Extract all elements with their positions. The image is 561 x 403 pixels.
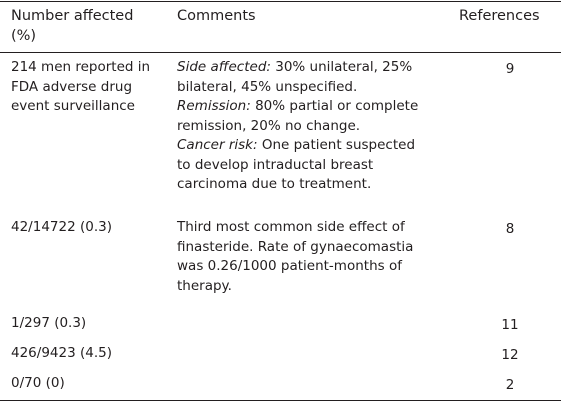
table-row-3-number-affected: 1/297 (0.3) [11,314,171,334]
table-top-rule [0,1,561,2]
table-row-5-number-affected: 0/70 (0) [11,374,171,394]
cancer-risk-text-3: carcinoma due to treatment. [177,176,372,192]
row-2-comment-line-3: was 0.26/1000 patient-months of [177,258,402,274]
row-2-comment-line-2: finasteride. Rate of gynaecomastia [177,238,414,255]
row-1-remission-line-1: Remission: 80% partial or complete [177,97,467,117]
row-2-number-line-1: 42/14722 (0.3) [11,219,112,235]
row-1-number-line-1: 214 men reported in [11,59,151,75]
header-comments: Comments [177,8,256,24]
table-row-1-number-affected: 214 men reported in FDA adverse drug eve… [11,58,171,117]
row-5-number-line-1: 0/70 (0) [11,375,65,391]
row-1-number-line-2: FDA adverse drug [11,78,133,95]
table-row-2-reference: 8 [505,221,515,237]
row-2-comment-line-4: therapy. [177,277,232,294]
remission-label: Remission: [177,98,251,114]
header-number-affected: Number affected (%) [11,6,171,46]
table-row-3-reference: 11 [501,317,519,333]
row-1-number-line-3: event surveillance [11,98,135,114]
row-1-side-line-1: Side affected: 30% unilateral, 25% [177,58,467,78]
header-number-affected-line-2: (%) [11,28,37,44]
header-number-affected-line-1: Number affected [11,8,134,24]
row-4-number-line-1: 426/9423 (4.5) [11,345,112,361]
side-affected-text-1: 30% unilateral, 25% [270,59,413,75]
table-row-2-comments: Third most common side effect of finaste… [177,218,467,296]
remission-text-1: 80% partial or complete [250,98,419,114]
cancer-risk-text-2: to develop intraductal breast [177,156,374,173]
cancer-risk-text-1: One patient suspected [257,137,416,153]
table-row-1-comments: Side affected: 30% unilateral, 25% bilat… [177,58,467,195]
table-row-5-reference: 2 [505,377,515,393]
header-rule [0,52,561,53]
row-3-number-line-1: 1/297 (0.3) [11,315,87,331]
side-affected-text-2: bilateral, 45% unspecified. [177,78,358,95]
table-row-2-number-affected: 42/14722 (0.3) [11,218,171,238]
cancer-risk-label: Cancer risk: [177,137,258,153]
table-bottom-rule [0,400,561,401]
table-row-4-number-affected: 426/9423 (4.5) [11,344,171,364]
remission-text-2: remission, 20% no change. [177,117,361,134]
header-references: References [459,8,540,24]
table-row-4-reference: 12 [501,347,519,363]
table-row-1-reference: 9 [505,61,515,77]
side-affected-label: Side affected: [177,59,271,75]
row-2-comment-line-1: Third most common side effect of [177,219,405,235]
row-1-cancer-line-1: Cancer risk: One patient suspected [177,136,467,156]
